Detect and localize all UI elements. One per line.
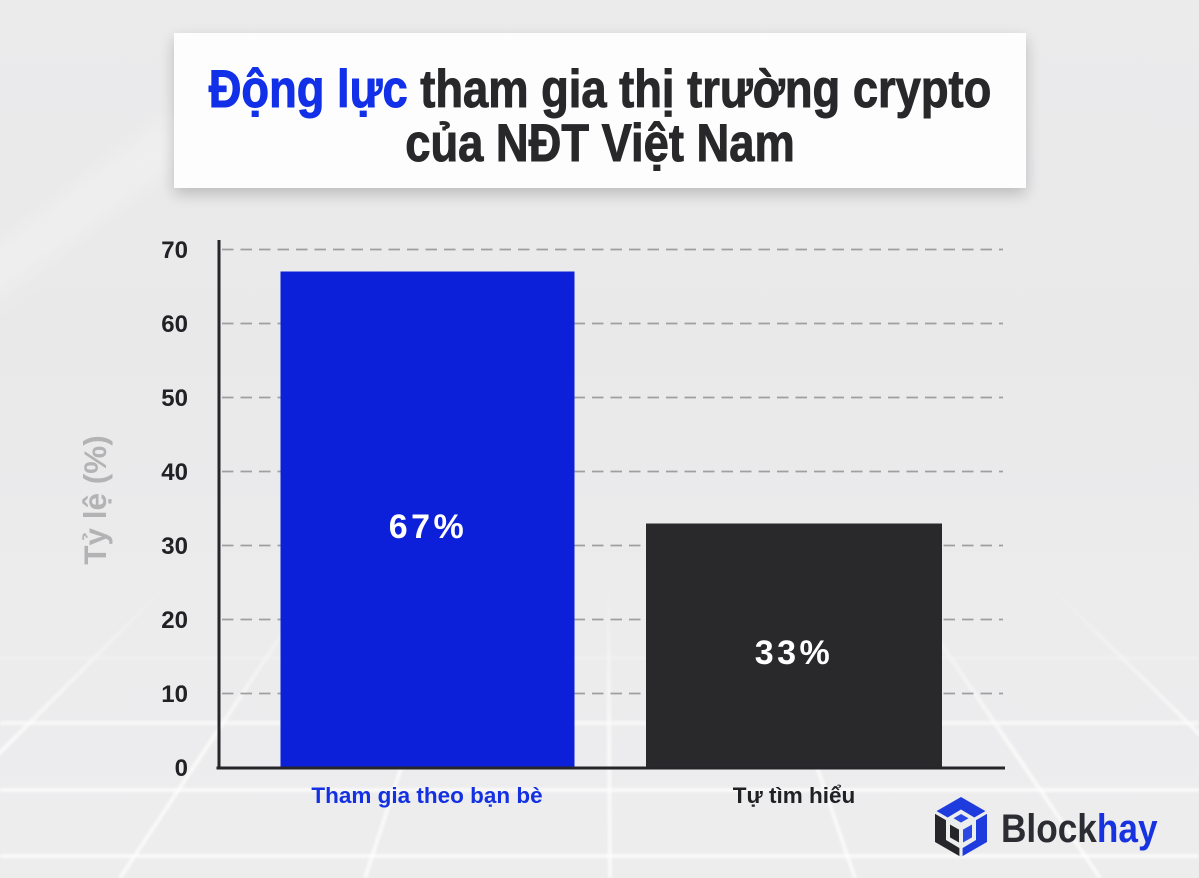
svg-text:40: 40 [161,459,188,486]
svg-text:10: 10 [161,681,188,708]
svg-text:20: 20 [161,607,188,634]
svg-text:67%: 67% [389,508,468,546]
svg-text:Tỷ lệ (%): Tỷ lệ (%) [77,435,113,565]
svg-text:Tham gia theo bạn bè: Tham gia theo bạn bè [311,783,542,808]
svg-text:0: 0 [175,755,188,782]
svg-text:Tự tìm hiểu: Tự tìm hiểu [733,783,856,808]
svg-text:70: 70 [161,237,188,264]
svg-text:50: 50 [161,385,188,412]
svg-text:60: 60 [161,311,188,338]
svg-text:30: 30 [161,533,188,560]
svg-text:33%: 33% [755,634,834,672]
